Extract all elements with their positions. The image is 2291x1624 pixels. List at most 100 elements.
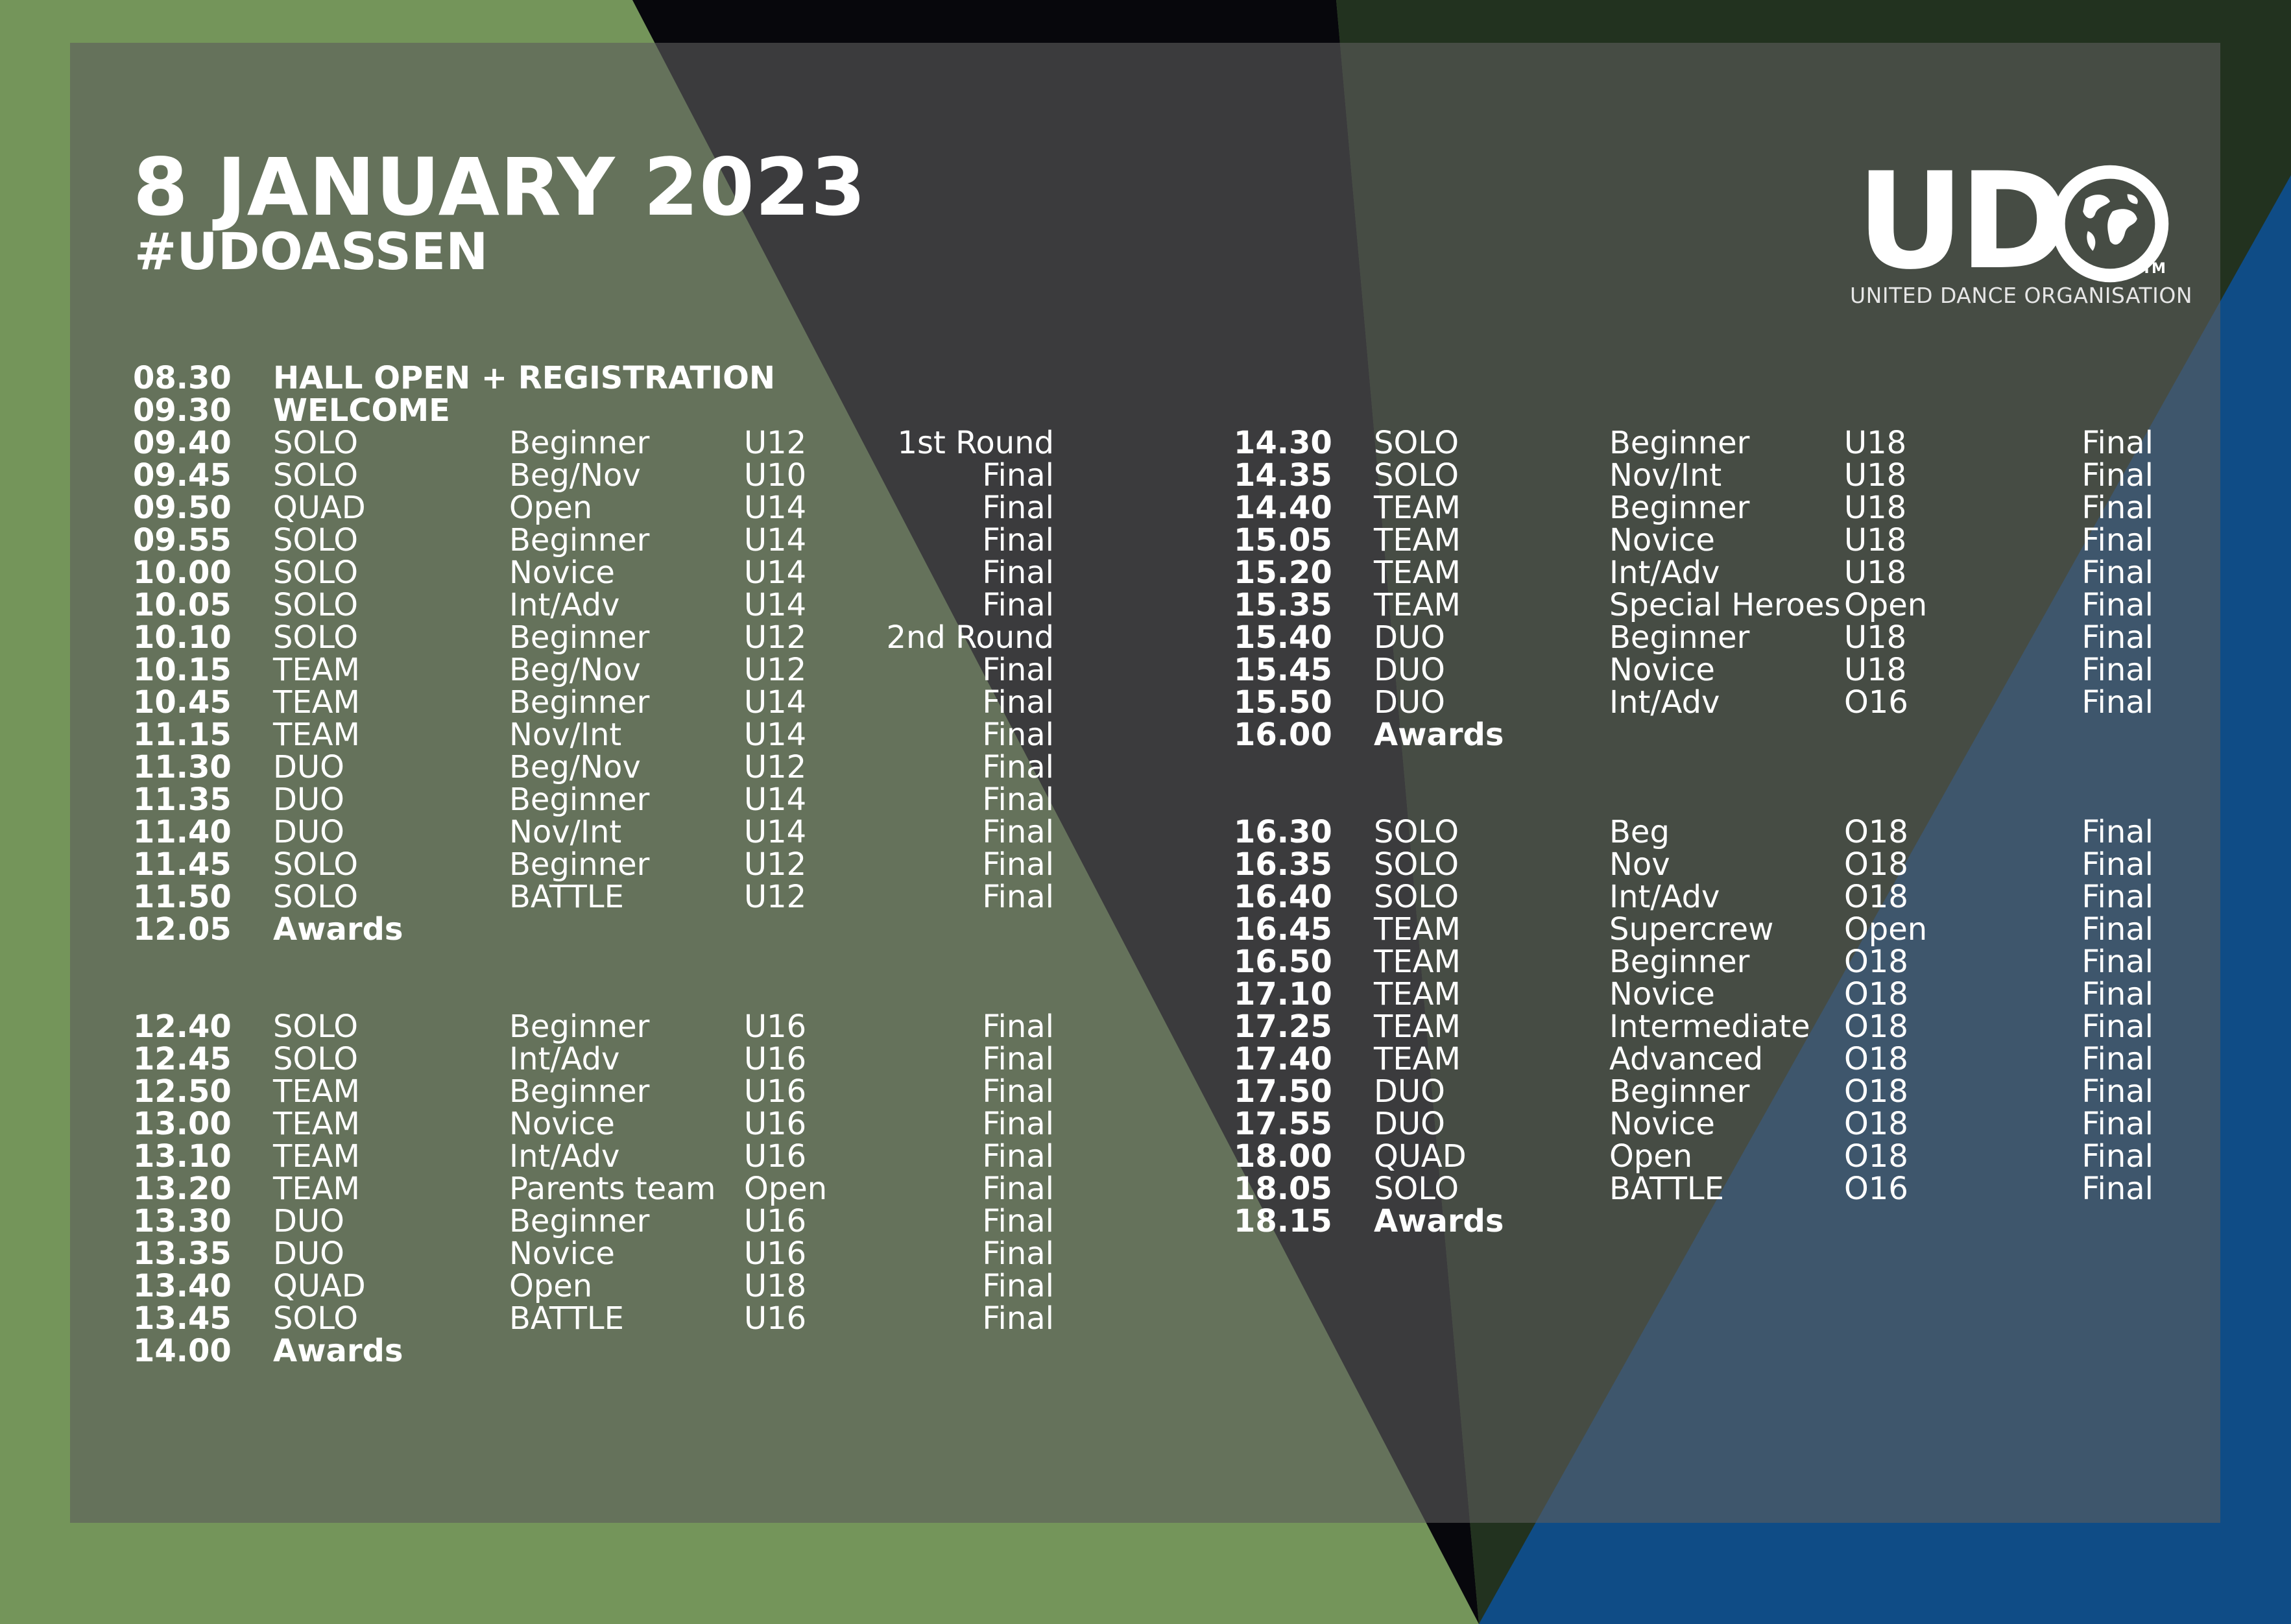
schedule-row: 09.45 SOLO Beg/Nov U10 Final <box>133 459 1054 492</box>
globe-icon <box>2051 165 2169 283</box>
schedule-category: Awards <box>273 911 403 948</box>
schedule-age-group: U12 <box>744 749 807 785</box>
schedule-round: Final <box>982 1106 1054 1142</box>
schedule-time: 09.40 <box>133 425 232 461</box>
schedule-age-group: U16 <box>744 1041 807 1077</box>
schedule-age-group: O16 <box>1844 1171 1908 1207</box>
schedule-level: Novice <box>509 1106 615 1142</box>
schedule-level: Beginner <box>509 619 650 656</box>
schedule-level: Beginner <box>1609 944 1750 980</box>
schedule-age-group: U18 <box>1844 555 1907 591</box>
schedule-level: Nov <box>1609 846 1670 883</box>
schedule-round: Final <box>2081 555 2153 591</box>
schedule-age-group: U16 <box>744 1009 807 1045</box>
schedule-level: Nov/Int <box>1609 457 1722 494</box>
schedule-round: Final <box>2081 1106 2153 1142</box>
logo-subtitle: UNITED DANCE ORGANISATION <box>1850 283 2193 308</box>
schedule-round: 2nd Round <box>886 619 1054 656</box>
schedule-category: QUAD <box>273 490 366 526</box>
schedule-round: Final <box>982 522 1054 558</box>
schedule-time: 09.45 <box>133 457 232 494</box>
schedule-age-group: U14 <box>744 684 807 721</box>
schedule-level: Special Heroes <box>1609 587 1841 623</box>
schedule-level: Int/Adv <box>509 587 620 623</box>
schedule-category: TEAM <box>273 717 360 753</box>
schedule-time: 10.15 <box>133 652 232 688</box>
schedule-time: 10.10 <box>133 619 232 656</box>
schedule-age-group: O18 <box>1844 1073 1908 1110</box>
schedule-age-group: U18 <box>1844 425 1907 461</box>
schedule-row: 10.10 SOLO Beginner U12 2nd Round <box>133 621 1054 654</box>
schedule-time: 16.40 <box>1234 879 1332 915</box>
schedule-category: SOLO <box>1374 1171 1459 1207</box>
schedule-category: TEAM <box>1374 587 1461 623</box>
schedule-category: DUO <box>273 1203 344 1239</box>
schedule-category: SOLO <box>1374 457 1459 494</box>
schedule-age-group: U16 <box>744 1138 807 1175</box>
schedule-round: Final <box>2081 522 2153 558</box>
schedule-time: 14.35 <box>1234 457 1332 494</box>
schedule-round: Final <box>2081 1138 2153 1175</box>
schedule-row: 14.35 SOLO Nov/Int U18 Final <box>1234 459 2153 492</box>
schedule-category: DUO <box>273 782 344 818</box>
schedule-row: 17.55 DUO Novice O18 Final <box>1234 1108 2153 1140</box>
schedule-level: Beginner <box>509 425 650 461</box>
schedule-level: Novice <box>1609 522 1715 558</box>
schedule-row: 10.05 SOLO Int/Adv U14 Final <box>133 589 1054 621</box>
schedule-time: 08.30 <box>133 360 232 396</box>
schedule-level: Supercrew <box>1609 911 1774 948</box>
schedule-time: 16.45 <box>1234 911 1332 948</box>
schedule-time: 17.25 <box>1234 1009 1332 1045</box>
schedule-age-group: O18 <box>1844 976 1908 1012</box>
schedule-age-group: O18 <box>1844 814 1908 850</box>
schedule-row: 15.40 DUO Beginner U18 Final <box>1234 621 2153 654</box>
schedule-time: 12.50 <box>133 1073 232 1110</box>
schedule-category: SOLO <box>273 846 359 883</box>
schedule-round: Final <box>2081 944 2153 980</box>
schedule-level: Int/Adv <box>509 1041 620 1077</box>
schedule-age-group: U14 <box>744 782 807 818</box>
schedule-row: 09.30 WELCOME <box>133 394 1054 427</box>
schedule-row: 12.45 SOLO Int/Adv U16 Final <box>133 1043 1054 1075</box>
schedule-round: Final <box>982 587 1054 623</box>
schedule-time: 17.40 <box>1234 1041 1332 1077</box>
schedule-category: SOLO <box>1374 425 1459 461</box>
schedule-row: 13.30 DUO Beginner U16 Final <box>133 1205 1054 1237</box>
trademark-mark: TM <box>2142 261 2166 277</box>
schedule-time: 09.30 <box>133 392 232 429</box>
schedule-level: Beginner <box>509 684 650 721</box>
schedule-row: 16.00 Awards <box>1234 719 2153 751</box>
schedule-row: 15.20 TEAM Int/Adv U18 Final <box>1234 556 2153 589</box>
event-hashtag: #UDOASSEN <box>134 223 488 281</box>
logo-wordmark: UD <box>1856 145 2070 299</box>
schedule-category: DUO <box>1374 1106 1445 1142</box>
schedule-age-group: U16 <box>744 1203 807 1239</box>
schedule-round: Final <box>2081 879 2153 915</box>
schedule-time: 11.45 <box>133 846 232 883</box>
schedule-row: 16.45 TEAM Supercrew Open Final <box>1234 913 2153 946</box>
schedule-age-group: U14 <box>744 522 807 558</box>
schedule-row: 13.20 TEAM Parents team Open Final <box>133 1173 1054 1205</box>
schedule-age-group: U16 <box>744 1073 807 1110</box>
schedule-round: Final <box>2081 1009 2153 1045</box>
schedule-row: 16.50 TEAM Beginner O18 Final <box>1234 946 2153 978</box>
schedule-level: Beginner <box>509 782 650 818</box>
schedule-round: Final <box>2081 846 2153 883</box>
schedule-row: 13.00 TEAM Novice U16 Final <box>133 1108 1054 1140</box>
schedule-category: QUAD <box>273 1268 366 1304</box>
schedule-round: Final <box>2081 684 2153 721</box>
schedule-category: TEAM <box>1374 976 1461 1012</box>
schedule-level: Beginner <box>509 522 650 558</box>
schedule-round: Final <box>2081 490 2153 526</box>
schedule-category: TEAM <box>1374 555 1461 591</box>
schedule-time: 13.45 <box>133 1300 232 1337</box>
schedule-time: 14.00 <box>133 1333 232 1369</box>
schedule-category: DUO <box>1374 652 1445 688</box>
schedule-round: Final <box>982 1041 1054 1077</box>
schedule-row: 15.45 DUO Novice U18 Final <box>1234 654 2153 686</box>
schedule-level: Beg/Nov <box>509 652 641 688</box>
schedule-category: DUO <box>1374 619 1445 656</box>
schedule-level: Beginner <box>509 1009 650 1045</box>
schedule-time: 17.50 <box>1234 1073 1332 1110</box>
schedule-row: 10.15 TEAM Beg/Nov U12 Final <box>133 654 1054 686</box>
